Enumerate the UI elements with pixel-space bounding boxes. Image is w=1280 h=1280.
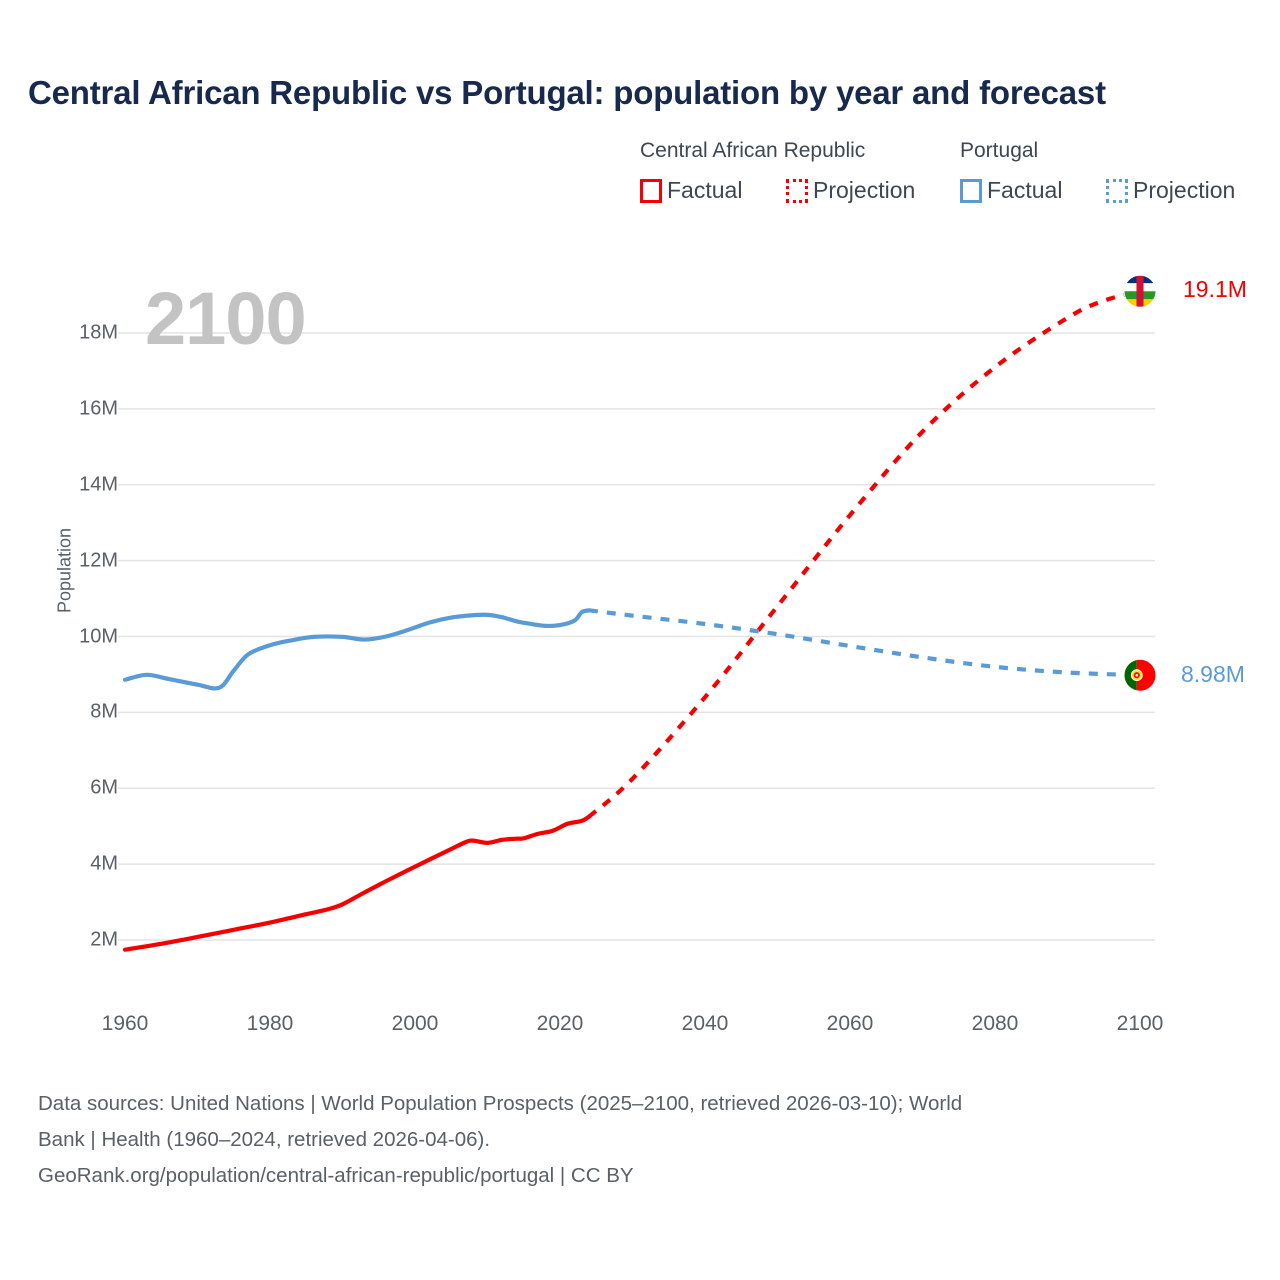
chart-legend: Central African Republic Portugal Factua…	[640, 140, 1260, 204]
end-label-car: 19.1M	[1183, 276, 1247, 302]
y-axis-tick-label: 18M	[79, 321, 118, 344]
legend-swatch-solid-red-icon	[640, 178, 662, 203]
legend-item-car-projection[interactable]: Projection	[786, 177, 960, 204]
series-lines	[122, 289, 1141, 952]
series-projection-line	[588, 608, 1141, 678]
y-axis-tick-label: 4M	[90, 852, 118, 875]
legend-group-car: Central African Republic	[640, 139, 866, 162]
chart-svg	[118, 274, 1157, 952]
legend-group-portugal: Portugal	[960, 139, 1039, 162]
y-axis-ticks: 2M 4M 6M 8M 10M 12M 14M 16M 18M	[0, 0, 118, 1000]
x-axis-tick-label: 2040	[681, 1012, 729, 1035]
legend-item-portugal-projection[interactable]: Projection	[1106, 177, 1235, 204]
legend-item-portugal-factual[interactable]: Factual	[960, 177, 1106, 204]
y-axis-tick-label: 10M	[79, 625, 118, 647]
series-projection-line	[587, 289, 1141, 819]
end-label-portugal: 8.98M	[1181, 661, 1245, 687]
y-axis-tick-label: 12M	[79, 549, 118, 572]
car-flag-icon	[1124, 275, 1156, 308]
y-axis-tick-label: 16M	[79, 397, 118, 420]
legend-label: Factual	[667, 177, 743, 203]
x-axis-tick-label: 1960	[101, 1012, 149, 1035]
y-axis-tick-label: 8M	[90, 700, 118, 723]
series-factual-line	[122, 814, 592, 952]
y-axis-tick-label: 6M	[90, 776, 118, 799]
x-axis-tick-label: 2000	[391, 1012, 439, 1035]
x-axis-tick-label: 1980	[246, 1012, 294, 1035]
page-title: Central African Republic vs Portugal: po…	[28, 74, 1106, 111]
legend-swatch-dotted-red-icon	[786, 178, 808, 203]
legend-label: Projection	[813, 177, 916, 203]
y-axis-tick-label: 14M	[79, 473, 118, 496]
year-watermark: 2100	[145, 277, 307, 360]
chart-plot-area: 2100 Population 2M 4M 6M 8M 10M 12M 14M 16M 18M …	[0, 0, 1247, 1035]
legend-swatch-solid-blue-icon	[960, 178, 982, 203]
portugal-flag-icon	[1124, 659, 1156, 692]
legend-swatch-dotted-blue-icon	[1106, 178, 1128, 203]
endpoint-markers	[1123, 274, 1157, 692]
gridlines	[118, 332, 1155, 941]
legend-label: Factual	[987, 177, 1063, 203]
legend-item-car-factual[interactable]: Factual	[640, 177, 786, 204]
footer-line-1: Data sources: United Nations | World Pop…	[38, 1092, 963, 1115]
chart-footer: Data sources: United Nations | World Pop…	[38, 1088, 1248, 1191]
x-axis-tick-label: 2020	[536, 1012, 584, 1035]
series-factual-line	[122, 608, 592, 691]
y-axis-tick-label: 2M	[90, 928, 118, 951]
legend-label: Projection	[1133, 177, 1236, 203]
footer-source-link[interactable]: GeoRank.org/population/central-african-r…	[38, 1163, 634, 1187]
x-axis-tick-label: 2060	[826, 1012, 874, 1035]
footer-line-2: Bank | Health (1960–2024, retrieved 2026…	[38, 1127, 491, 1151]
x-axis-tick-label: 2080	[971, 1012, 1019, 1035]
x-axis-tick-label: 2100	[1116, 1012, 1164, 1035]
